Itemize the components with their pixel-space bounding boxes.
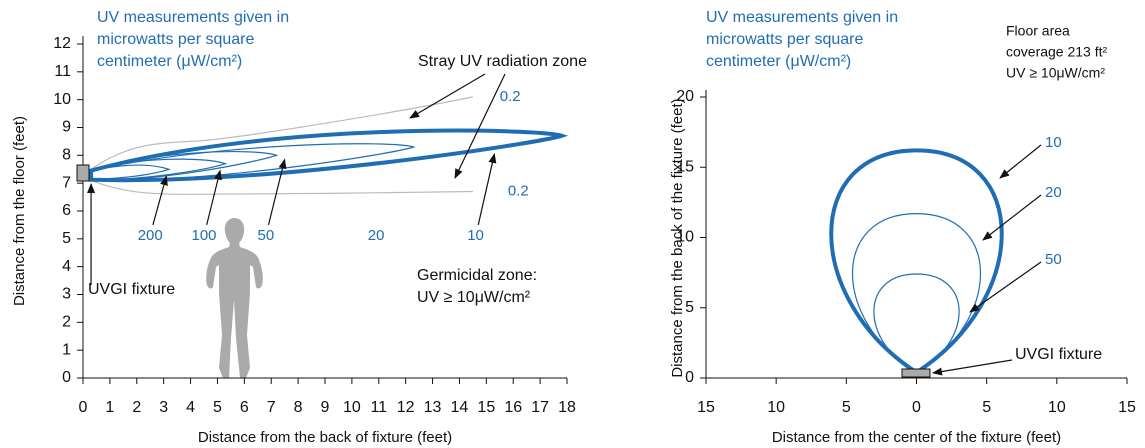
- arrow: [983, 195, 1041, 240]
- y-tick-label: 6: [62, 202, 71, 219]
- y-tick-label: 0: [685, 369, 694, 386]
- coverage-label: UV ≥ 10μW/cm²: [1006, 65, 1105, 81]
- y-tick-label: 11: [54, 63, 71, 80]
- x-tick-label: 15: [697, 399, 715, 416]
- x-tick-label: 0: [912, 399, 921, 416]
- y-tick-label: 0: [62, 369, 71, 386]
- contour: [874, 274, 959, 372]
- contour-label: 50: [258, 227, 275, 244]
- arrow: [455, 74, 505, 178]
- x-tick-label: 8: [294, 399, 303, 416]
- x-tick-label: 10: [343, 399, 361, 416]
- x-tick-label: 10: [767, 399, 785, 416]
- x-tick-label: 12: [397, 399, 415, 416]
- y-tick-label: 2: [62, 314, 71, 331]
- contour-label: 0.2: [500, 88, 521, 105]
- x-tick-label: 3: [159, 399, 168, 416]
- arrow: [410, 74, 485, 118]
- germicidal-label: Germicidal zone:: [417, 267, 537, 284]
- contour-label: 20: [368, 227, 385, 244]
- x-tick-label: 5: [982, 399, 991, 416]
- contour: [91, 131, 561, 181]
- contour-label: 100: [191, 227, 216, 244]
- x-tick-label: 14: [451, 399, 469, 416]
- arrow: [153, 176, 166, 225]
- fixture-label: UVGI fixture: [1015, 346, 1102, 363]
- x-tick-label: 5: [842, 399, 851, 416]
- y-axis-title: Distance from the floor (feet): [11, 116, 28, 306]
- x-tick-label: 10: [1048, 399, 1066, 416]
- contour: [831, 150, 1002, 372]
- x-tick-label: 15: [477, 399, 495, 416]
- note: microwatts per square: [706, 31, 863, 48]
- x-axis-title: Distance from the center of the fixture …: [772, 429, 1061, 446]
- coverage-label: coverage 213 ft²: [1006, 44, 1108, 60]
- x-tick-label: 15: [1118, 399, 1136, 416]
- coverage-label: Floor area: [1006, 23, 1070, 39]
- y-tick-label: 9: [62, 119, 71, 136]
- y-tick-label: 3: [62, 286, 71, 303]
- x-tick-label: 16: [504, 399, 522, 416]
- fixture-label: UVGI fixture: [88, 281, 175, 298]
- arrow: [478, 154, 494, 225]
- x-tick-label: 17: [531, 399, 549, 416]
- x-tick-label: 6: [240, 399, 249, 416]
- contour: [853, 214, 981, 373]
- contour-label: 10: [1045, 134, 1062, 151]
- x-axis-title: Distance from the back of fixture (feet): [198, 429, 452, 446]
- y-tick-label: 10: [53, 91, 71, 108]
- x-tick-label: 7: [267, 399, 276, 416]
- contour-label: 20: [1045, 184, 1062, 201]
- x-tick-label: 5: [213, 399, 222, 416]
- y-tick-label: 4: [62, 258, 71, 275]
- contour-label: 200: [138, 227, 163, 244]
- contour-label: 50: [1045, 251, 1062, 268]
- y-tick-label: 12: [53, 35, 71, 52]
- note: centimeter (μW/cm²): [706, 53, 851, 70]
- note: UV measurements given in: [706, 9, 898, 26]
- fixture: [902, 369, 930, 377]
- stray-label: Stray UV radiation zone: [418, 53, 587, 70]
- x-tick-label: 11: [370, 399, 387, 416]
- y-tick-label: 5: [685, 299, 694, 316]
- y-tick-label: 7: [62, 174, 71, 191]
- y-tick-label: 8: [62, 147, 71, 164]
- note: centimeter (μW/cm²): [97, 53, 242, 70]
- arrow: [933, 360, 1012, 373]
- y-tick-label: 5: [62, 230, 71, 247]
- y-tick-label: 1: [62, 341, 71, 358]
- arrow: [1000, 145, 1041, 178]
- figure: 0123456789101112131415161718012345678910…: [0, 0, 1145, 448]
- x-tick-label: 0: [79, 399, 88, 416]
- x-tick-label: 4: [186, 399, 195, 416]
- note: UV measurements given in: [97, 9, 289, 26]
- contour-label: 10: [467, 227, 484, 244]
- x-tick-label: 2: [132, 399, 141, 416]
- contour-label: 0.2: [508, 182, 529, 199]
- y-axis-title: Distance from the back of the fixture (f…: [669, 98, 686, 377]
- x-tick-label: 1: [105, 399, 114, 416]
- x-tick-label: 9: [321, 399, 330, 416]
- germicidal-label: UV ≥ 10μW/cm²: [417, 289, 531, 306]
- x-tick-label: 18: [558, 399, 576, 416]
- x-tick-label: 13: [424, 399, 442, 416]
- fixture: [77, 165, 89, 181]
- note: microwatts per square: [97, 31, 254, 48]
